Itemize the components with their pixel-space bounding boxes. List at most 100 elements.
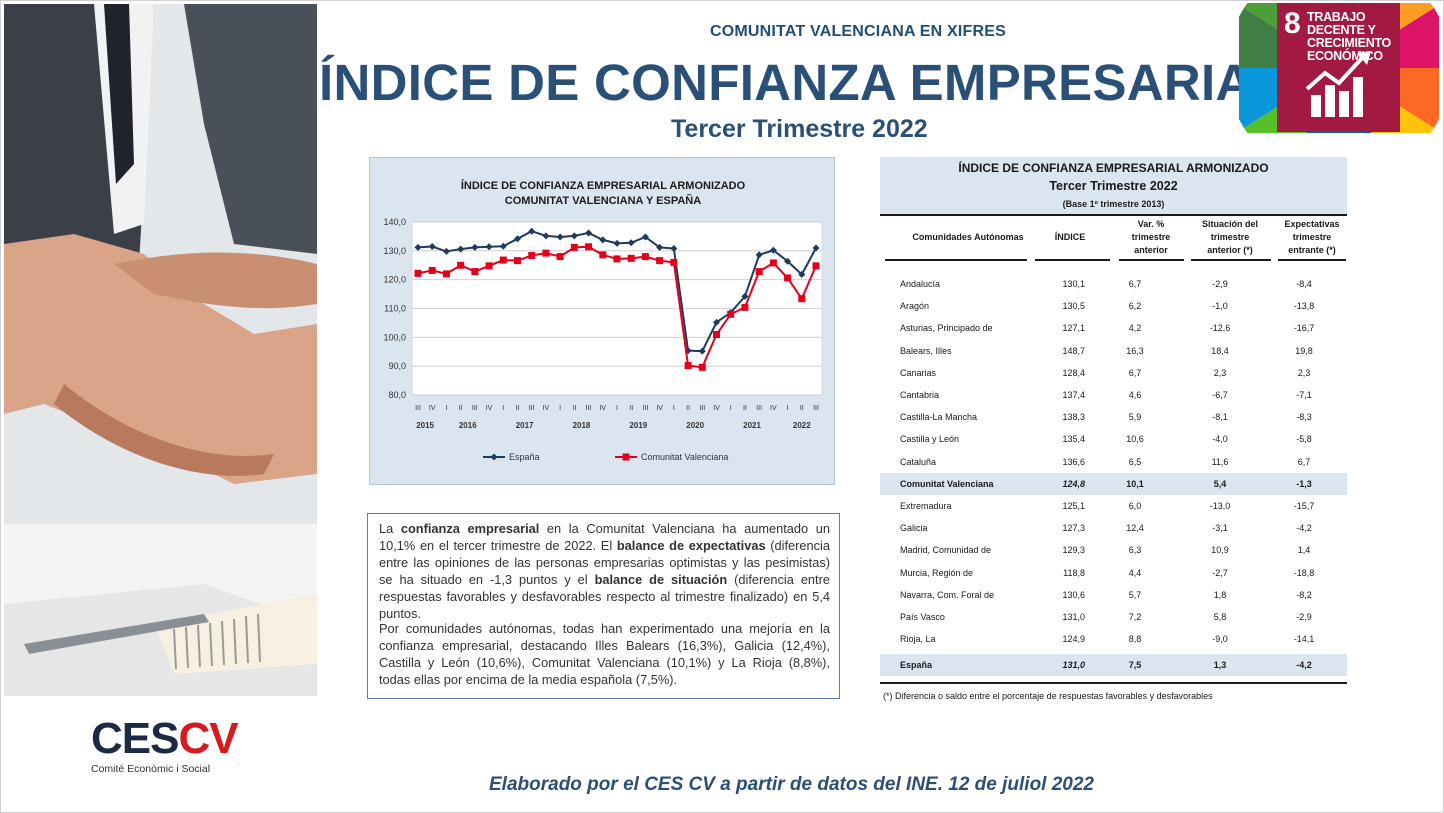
cell-index: 148,7 [1062,345,1085,356]
cell-situation: -4,0 [1212,434,1228,445]
year-label: 2016 [459,421,477,430]
col-header-region-text: Comunidades Autónomas [912,232,1024,242]
x-tick-label: I [559,405,561,412]
chart-title-line1: ÍNDICE DE CONFIANZA EMPRESARIAL ARMONIZA… [460,180,746,192]
legend-label: Comunitat Valenciana [641,452,728,462]
year-label: 2020 [686,421,704,430]
cell-expectations: -7,1 [1296,390,1312,400]
cell-expectations: -16,7 [1293,323,1315,334]
col-header-index-text: ÍNDICE [1054,232,1086,242]
marker-espana [627,239,635,247]
cell-expectations: 1,4 [1297,545,1311,556]
cell-region: Castilla-La Mancha [900,412,978,423]
cell-region: Madrid, Comunidad de [900,545,992,556]
marker-espana [613,239,621,247]
cell-region: Aragón [900,301,930,312]
cell-index: 135,4 [1062,434,1085,445]
cell-region: Balears, Illes [900,345,952,356]
marker-cv [457,261,465,269]
cell-var: 4,6 [1128,390,1142,400]
page-kicker: COMUNITAT VALENCIANA EN XIFRES [709,23,1007,40]
cell-expectations: -18,8 [1293,567,1315,578]
marker-espana [741,292,749,300]
cell-var: 4,2 [1128,323,1142,334]
cell-index: 127,3 [1062,523,1085,534]
year-label: 2015 [416,421,434,430]
cell-situation: -9,0 [1212,634,1228,645]
table-row: Castilla y León 135,4 10,6 -4,0 -5,8 [880,428,1347,450]
marker-espana [798,270,806,278]
handshake-illustration [4,4,317,696]
cell-expectations: 6,7 [1297,456,1311,467]
marker-cv [698,363,706,371]
marker-espana [585,229,593,237]
marker-cv [812,262,820,270]
x-tick-label: III [699,405,705,412]
cell-expectations: -8,3 [1296,412,1312,423]
marker-cv [570,243,578,251]
table-row: Cataluña 136,6 6,5 11,6 6,7 [880,451,1347,473]
growth-chart-icon [1305,51,1371,117]
x-tick-label: II [516,405,520,412]
cell-index: 129,3 [1062,545,1085,556]
cell-expectations: -15,7 [1293,501,1315,511]
x-tick-label: II [743,405,747,412]
sdg-number: 8 [1284,7,1301,40]
cell-expectations: -14,1 [1293,634,1315,645]
cell-var: 6,3 [1128,545,1142,556]
marker-espana [713,318,720,326]
cell-region: Galicia [900,523,928,534]
col-rule-4 [1191,259,1271,261]
marker-cv [627,254,635,262]
cell-region: España [900,660,933,670]
marker-cv [442,270,450,278]
cell-var: 7,5 [1128,660,1142,670]
logo-ces: CES [91,714,179,763]
logo-caption: Comité Econòmic i Social [91,763,211,775]
cell-situation: 11,6 [1211,456,1229,467]
marker-cv [727,310,735,318]
cell-region: Andalucía [900,279,941,289]
marker-espana [784,257,792,265]
legend-marker [622,453,630,461]
x-tick-label: I [673,405,675,412]
x-tick-label: III [415,405,421,412]
x-tick-label: II [686,405,690,412]
y-tick-label: 110,0 [384,304,406,314]
x-tick-label: I [616,405,618,412]
col-header-region: Comunidades Autónomas [888,231,1048,244]
cell-region: Cataluña [900,456,937,467]
col-rule-2 [1035,259,1110,261]
x-tick-label: IV [770,405,777,412]
cell-situation: -2,7 [1212,567,1228,578]
table-title: ÍNDICE DE CONFIANZA EMPRESARIAL ARMONIZA… [958,161,1269,175]
handshake-photo [4,4,317,696]
marker-espana [656,243,664,251]
legend-marker [490,453,498,461]
cell-region: Asturias, Principado de [900,323,993,334]
table-row: Cantabria 137,4 4,6 -6,7 -7,1 [880,384,1347,406]
legend-label: España [509,452,540,462]
cell-region: País Vasco [900,612,945,622]
marker-espana [556,233,564,241]
marker-cv [741,303,749,311]
cell-expectations: 19,8 [1295,345,1313,356]
table-footnote: (*) Diferencia o saldo entre el porcenta… [883,691,1213,701]
year-label: 2022 [793,421,811,430]
table-row: Galicia 127,3 12,4 -3,1 -4,2 [880,517,1347,539]
table-row: Canarias 128,4 6,7 2,3 2,3 [880,362,1347,384]
summary-text-run: en la Comunitat Valenciana ha aumentado … [379,521,830,553]
cell-index: 125,1 [1062,501,1085,511]
marker-espana [599,236,607,244]
cell-index: 127,1 [1062,323,1085,334]
cell-index: 131,0 [1062,612,1085,622]
cell-var: 16,3 [1126,345,1144,356]
cell-index: 124,9 [1062,634,1085,645]
cell-region: Rioja, La [900,634,936,645]
x-tick-label: I [445,405,447,412]
cell-expectations: -5,8 [1296,434,1312,445]
marker-espana [769,246,777,254]
marker-espana [755,251,763,259]
